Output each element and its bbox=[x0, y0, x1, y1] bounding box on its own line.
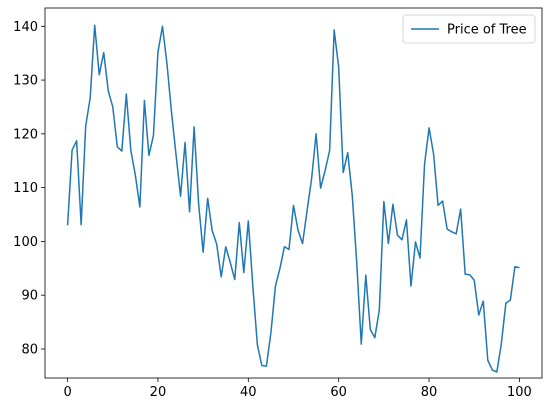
y-tick-label: 140 bbox=[13, 20, 38, 35]
x-tick-label: 20 bbox=[150, 385, 167, 400]
y-tick-label: 120 bbox=[13, 127, 38, 142]
legend-label: Price of Tree bbox=[447, 23, 527, 38]
y-tick-label: 90 bbox=[21, 289, 38, 304]
y-tick-label: 110 bbox=[13, 181, 38, 196]
series-line-price-of-tree bbox=[66, 24, 520, 373]
y-tick-label: 100 bbox=[13, 235, 38, 250]
plot-area bbox=[44, 7, 543, 379]
x-tick-label: 100 bbox=[507, 385, 532, 400]
x-axis-ticks: 0 20 40 60 80 100 bbox=[63, 378, 532, 400]
x-tick-label: 60 bbox=[330, 385, 347, 400]
series-layer bbox=[66, 24, 520, 373]
legend: Price of Tree bbox=[402, 14, 536, 44]
axes-frame bbox=[44, 7, 543, 379]
x-tick-label: 40 bbox=[240, 385, 257, 400]
y-tick-label: 130 bbox=[13, 74, 38, 89]
x-tick-label: 0 bbox=[63, 385, 71, 400]
legend-box bbox=[402, 14, 536, 44]
y-axis-ticks: 80 90 100 110 120 130 140 bbox=[13, 20, 45, 357]
x-tick-label: 80 bbox=[421, 385, 438, 400]
y-tick-label: 80 bbox=[21, 342, 38, 357]
